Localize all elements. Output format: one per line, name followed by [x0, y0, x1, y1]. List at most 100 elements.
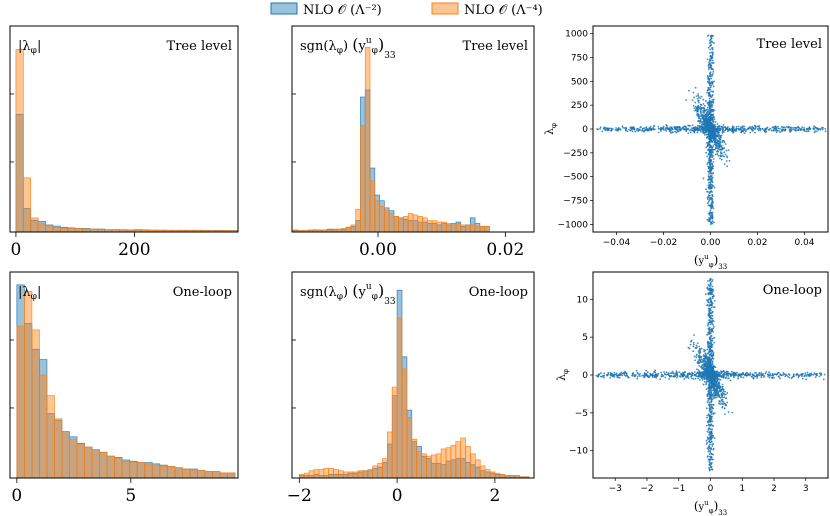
hist-sgn-loop-bar-s1-39 [489, 471, 496, 478]
scatter-tree-point-1659 [726, 156, 729, 159]
scatter-tree-point-1178 [789, 131, 792, 133]
scatter-loop-point-1511 [702, 376, 705, 379]
scatter-loop-point-1371 [648, 376, 651, 379]
scatter-tree-ytick-label-7: 750 [571, 53, 588, 63]
scatter-tree-point-1282 [735, 130, 737, 132]
scatter-tree-point-1874 [714, 136, 717, 139]
scatter-loop-point-1494 [703, 380, 706, 383]
hist-abs-tree-bar-s1-1 [22, 177, 32, 232]
scatter-tree-point-1809 [701, 117, 704, 120]
scatter-tree-point-1853 [708, 143, 711, 146]
hist-sgn-loop-bar-s1-20 [396, 317, 403, 478]
scatter-tree-point-294 [708, 97, 711, 100]
scatter-tree-point-1829 [702, 114, 704, 117]
scatter-loop-point-1205 [814, 373, 817, 376]
scatter-tree-level-label: Tree level [757, 37, 822, 52]
scatter-tree-point-505 [711, 68, 714, 71]
scatter-loop-point-486 [706, 414, 709, 417]
scatter-tree-point-1206 [722, 127, 725, 130]
scatter-loop-point-627 [711, 315, 714, 317]
hist-sgn-loop-bar-s1-3 [313, 469, 320, 478]
scatter-tree-point-780 [599, 127, 601, 130]
scatter-tree-point-1358 [751, 129, 754, 132]
scatter-loop-point-1860 [721, 402, 723, 405]
scatter-tree-xtick-label-2: 0.00 [700, 238, 720, 248]
hist-sgn-loop-bar-s1-36 [474, 459, 481, 478]
hist-abs-loop-bar-s1-24 [197, 469, 206, 478]
scatter-tree-point-865 [777, 125, 779, 128]
hist-abs-tree-bar-s1-2 [30, 217, 39, 232]
scatter-loop-point-530 [712, 434, 714, 437]
hist-sgn-loop-bar-s1-2 [308, 470, 315, 478]
scatter-loop-point-1858 [707, 373, 710, 376]
scatter-tree-point-1704 [699, 106, 702, 108]
scatter-loop-point-1356 [745, 374, 748, 377]
hist-abs-tree-frame [9, 25, 239, 233]
scatter-tree-point-258 [712, 221, 715, 224]
scatter-tree-point-1457 [720, 158, 723, 161]
scatter-loop-point-443 [710, 352, 713, 355]
scatter-loop-point-1352 [651, 373, 654, 376]
scatter-loop-point-1888 [715, 380, 718, 383]
scatter-loop-point-1178 [742, 376, 745, 379]
scatter-tree-point-613 [711, 199, 714, 202]
scatter-tree-point-1373 [694, 125, 697, 128]
scatter-tree-point-1095 [619, 128, 622, 131]
scatter-tree-point-591 [711, 48, 714, 51]
scatter-loop-point-1839 [705, 383, 708, 386]
scatter-loop-point-1700 [693, 355, 696, 358]
scatter-tree-point-1788 [697, 94, 700, 97]
scatter-tree-point-1854 [704, 120, 707, 123]
scatter-loop-point-547 [712, 320, 715, 323]
scatter-loop-point-1344 [680, 372, 682, 375]
scatter-tree-point-1325 [735, 125, 738, 128]
scatter-tree-point-116 [706, 102, 709, 104]
scatter-loop-point-1817 [704, 367, 707, 370]
scatter-loop-point-1108 [786, 375, 789, 378]
scatter-tree-point-263 [709, 73, 712, 76]
scatter-loop-point-952 [694, 377, 697, 380]
scatter-tree-point-1359 [817, 128, 819, 131]
scatter-loop-point-1875 [690, 339, 693, 342]
hist-sgn-tree-bar-s1-12 [345, 226, 352, 232]
scatter-tree-point-858 [777, 127, 780, 130]
scatter-tree-point-1324 [623, 127, 626, 129]
scatter-loop-point-681 [709, 297, 712, 300]
scatter-tree-point-443 [706, 218, 709, 221]
scatter-loop-point-1238 [756, 377, 759, 379]
hist-abs-loop-bar-s1-5 [54, 418, 63, 478]
scatter-loop-frame [592, 271, 829, 479]
scatter-loop-point-1319 [769, 374, 772, 377]
scatter-loop-point-595 [710, 403, 712, 406]
scatter-tree-point-1796 [704, 109, 707, 112]
scatter-loop-point-1324 [612, 375, 614, 378]
scatter-tree-point-1352 [731, 127, 733, 130]
hist-sgn-tree-bar-s1-13 [350, 224, 357, 232]
scatter-loop-point-576 [708, 304, 711, 307]
hist-sgn-loop-bar-s1-16 [377, 463, 383, 478]
scatter-loop-point-1856 [703, 348, 705, 351]
scatter-loop-point-192 [713, 299, 716, 302]
scatter-loop-point-1158 [727, 377, 729, 380]
scatter-tree-point-460 [713, 109, 716, 112]
scatter-tree-point-1128 [696, 131, 699, 134]
scatter-loop-point-1588 [695, 354, 698, 357]
scatter-loop-point-654 [709, 393, 712, 395]
scatter-tree-point-771 [665, 124, 668, 127]
scatter-tree-point-660 [709, 75, 712, 78]
scatter-tree-point-1144 [819, 128, 822, 131]
scatter-tree-point-1110 [742, 129, 745, 132]
scatter-tree-point-604 [709, 59, 712, 62]
scatter-loop-point-1818 [713, 379, 716, 382]
scatter-loop-point-324 [706, 424, 708, 427]
scatter-loop-point-1134 [752, 377, 755, 380]
scatter-loop-point-1832 [709, 389, 712, 392]
scatter-tree-point-1322 [643, 130, 646, 133]
scatter-tree-point-1802 [702, 130, 705, 133]
panel-hist-abs-tree: |λφ| Tree level 0 200 [9, 25, 239, 260]
scatter-loop-point-380 [708, 427, 711, 430]
scatter-loop-point-629 [708, 356, 711, 359]
scatter-loop-point-1877 [714, 388, 717, 391]
scatter-loop-point-1307 [737, 373, 740, 376]
